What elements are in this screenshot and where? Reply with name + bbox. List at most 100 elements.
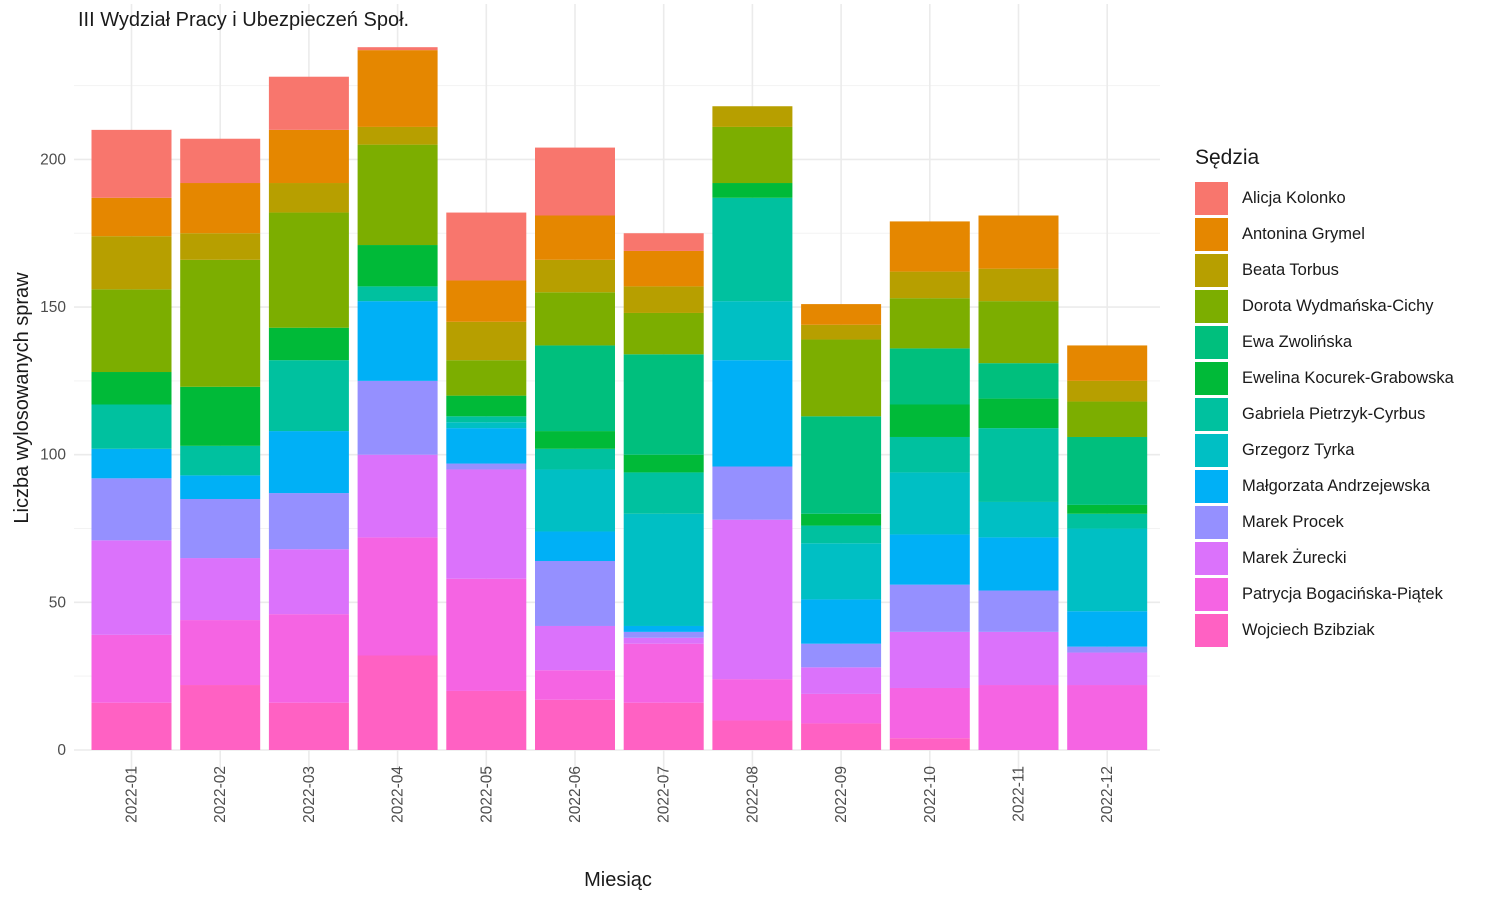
bar-segment xyxy=(357,537,438,656)
y-tick-label: 100 xyxy=(40,447,66,464)
bar-segment xyxy=(978,215,1059,269)
legend-swatch xyxy=(1195,433,1228,467)
bar-segment xyxy=(180,445,261,476)
legend-label: Ewelina Kocurek-Grabowska xyxy=(1242,368,1454,387)
bar-segment xyxy=(535,531,615,562)
bar-segment xyxy=(623,702,704,750)
bar-segment xyxy=(978,537,1059,591)
bar-segment xyxy=(446,463,527,470)
bar-segment xyxy=(357,245,438,287)
bar-segment xyxy=(623,286,704,313)
bar-segment xyxy=(623,637,704,644)
y-axis-title: Liczba wylosowanych spraw xyxy=(11,272,33,524)
bar-segment xyxy=(801,513,882,526)
legend-label: Marek Żurecki xyxy=(1242,548,1347,567)
bar-segment xyxy=(978,590,1059,632)
bar-segment xyxy=(535,561,615,626)
x-tick-label: 2022-12 xyxy=(1099,766,1116,823)
legend: Sędzia Alicja Kolonko Antonina Grymel Beat… xyxy=(1195,146,1454,648)
bar-segment xyxy=(180,259,261,387)
bar-segment xyxy=(978,685,1059,750)
bar-segment xyxy=(1067,611,1148,647)
bar-segment xyxy=(535,469,615,532)
bar-segment xyxy=(91,540,172,635)
bar-segment xyxy=(535,625,615,671)
bar-segment xyxy=(623,454,704,473)
legend-swatch xyxy=(1195,217,1228,251)
bar-segment xyxy=(357,144,438,246)
legend-swatch xyxy=(1195,505,1228,539)
legend-label: Małgorzata Andrzejewska xyxy=(1242,476,1431,495)
bar-segment xyxy=(446,422,527,429)
legend-items: Alicja Kolonko Antonina Grymel Beata Torbu… xyxy=(1195,180,1454,648)
legend-item: Ewelina Kocurek-Grabowska xyxy=(1195,360,1454,396)
bar-segment xyxy=(91,236,172,290)
bar-segment xyxy=(889,436,970,473)
legend-label: Gabriela Pietrzyk-Cyrbus xyxy=(1242,404,1426,423)
bar-segment xyxy=(180,233,261,260)
legend-label: Alicja Kolonko xyxy=(1242,188,1346,207)
bar-segment xyxy=(180,685,261,750)
bar-segment xyxy=(801,324,882,340)
bar-segment xyxy=(268,327,349,361)
legend-label: Antonina Grymel xyxy=(1242,224,1365,243)
bar-segment xyxy=(446,280,527,322)
bar-segment xyxy=(91,478,172,541)
bar-segment xyxy=(91,372,172,405)
legend-item: Gabriela Pietrzyk-Cyrbus xyxy=(1195,396,1454,432)
bar-segment xyxy=(1067,652,1148,686)
bar-segment xyxy=(801,723,882,750)
bar-segment xyxy=(446,469,527,579)
bar-segment xyxy=(712,679,793,721)
bar-segment xyxy=(268,129,349,184)
legend-swatch xyxy=(1195,613,1228,647)
bar-segment xyxy=(446,428,527,464)
legend-label: Grzegorz Tyrka xyxy=(1242,440,1355,459)
x-tick-label: 2022-08 xyxy=(744,766,761,823)
x-tick-label: 2022-10 xyxy=(922,766,939,823)
bar-segment xyxy=(180,183,261,234)
bar-segment xyxy=(1067,513,1148,529)
bar-segment xyxy=(268,549,349,615)
bar-segment xyxy=(357,286,438,302)
bar-segment xyxy=(978,268,1059,302)
bar-segment xyxy=(535,147,615,216)
bar-segment xyxy=(268,76,349,130)
bar-segment xyxy=(446,360,527,396)
legend-label: Beata Torbus xyxy=(1242,260,1339,279)
bar-segment xyxy=(535,448,615,470)
x-axis-title: Miesiąc xyxy=(584,869,652,891)
chart-title: III Wydział Pracy i Ubezpieczeń Społ. xyxy=(78,9,410,31)
bar-segment xyxy=(801,304,882,325)
bar-segment xyxy=(801,667,882,694)
legend-item: Dorota Wydmańska-Cichy xyxy=(1195,288,1454,324)
legend-swatch xyxy=(1195,469,1228,503)
legend-swatch xyxy=(1195,181,1228,215)
bar-segment xyxy=(535,292,615,346)
bar-segment xyxy=(1067,401,1148,437)
bar-segment xyxy=(712,720,793,750)
x-tick-label: 2022-11 xyxy=(1011,766,1028,822)
bar-segment xyxy=(91,448,172,479)
bar-segment xyxy=(180,138,261,184)
bar-segment xyxy=(889,348,970,405)
bar-segment xyxy=(889,404,970,437)
bar-segment xyxy=(268,614,349,703)
bar-segment xyxy=(889,298,970,349)
bar-segment xyxy=(712,106,793,127)
bar-segment xyxy=(268,212,349,328)
bar-segment xyxy=(446,212,527,281)
legend-item: Antonina Grymel xyxy=(1195,216,1454,252)
bar-segment xyxy=(446,321,527,361)
bar-segment xyxy=(357,47,438,51)
legend-title: Sędzia xyxy=(1195,146,1260,169)
bar-segment xyxy=(801,643,882,668)
legend-label: Patrycja Bogacińska-Piątek xyxy=(1242,584,1443,603)
legend-swatch xyxy=(1195,289,1228,323)
legend-swatch xyxy=(1195,253,1228,287)
y-tick-label: 50 xyxy=(49,594,67,611)
bar-segment xyxy=(801,693,882,724)
x-tick-label: 2022-09 xyxy=(833,766,850,823)
bar-segment xyxy=(801,525,882,544)
